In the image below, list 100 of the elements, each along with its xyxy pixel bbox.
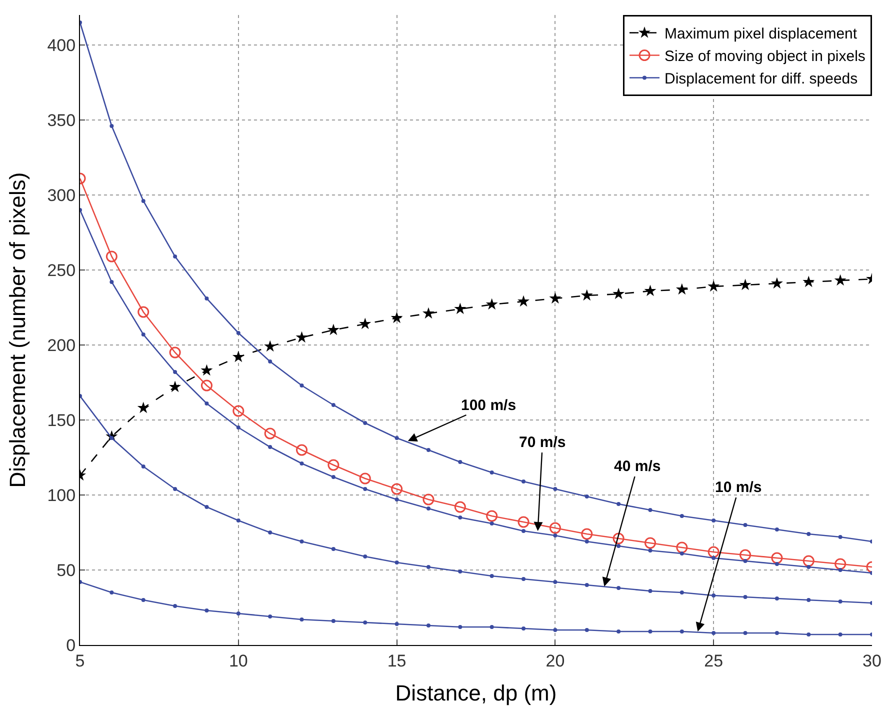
point: [838, 632, 842, 636]
point: [743, 595, 748, 599]
point: [110, 124, 114, 128]
point: [173, 604, 178, 608]
point: [490, 625, 494, 629]
y-tick-label: 100: [47, 486, 76, 505]
point: [743, 559, 748, 563]
point: [331, 403, 336, 407]
x-tick-label: 30: [862, 651, 882, 670]
point: [834, 274, 846, 286]
point: [204, 402, 209, 406]
point: [612, 532, 624, 544]
point: [580, 289, 593, 301]
point: [426, 448, 430, 452]
point: [359, 472, 371, 484]
point: [300, 384, 304, 388]
point: [834, 558, 846, 570]
point: [268, 360, 272, 364]
point: [774, 562, 779, 566]
point: [394, 622, 399, 626]
point: [806, 632, 811, 636]
point: [549, 522, 561, 534]
point: [200, 364, 213, 376]
point: [644, 537, 656, 549]
point: [806, 532, 811, 536]
point: [300, 618, 304, 622]
point: [774, 631, 779, 635]
point: [584, 628, 589, 632]
point: [390, 312, 403, 324]
point: [422, 494, 434, 506]
point: [268, 530, 272, 534]
point: [676, 283, 688, 295]
point: [454, 302, 466, 314]
point: [232, 350, 244, 362]
point: [553, 580, 558, 584]
point: [173, 370, 178, 374]
point: [584, 583, 589, 587]
point: [426, 506, 430, 510]
point: [138, 306, 150, 318]
point: [268, 445, 272, 449]
annotation: 100 m/s: [461, 397, 516, 414]
line-series: [80, 394, 872, 605]
point: [616, 544, 621, 548]
point: [296, 331, 308, 343]
point: [204, 505, 209, 509]
point: [363, 554, 368, 558]
point: [708, 546, 720, 558]
point: [616, 502, 621, 506]
point: [486, 510, 498, 522]
point: [458, 625, 462, 629]
point: [236, 612, 240, 616]
point: [680, 514, 684, 518]
point: [553, 534, 558, 538]
point: [363, 421, 368, 425]
y-tick-label: 400: [47, 36, 76, 55]
point: [680, 630, 684, 634]
point: [394, 436, 399, 440]
point: [802, 276, 815, 288]
point: [648, 589, 652, 593]
point: [458, 516, 462, 520]
point: [141, 199, 146, 203]
point: [363, 620, 368, 624]
point: [236, 518, 240, 522]
point: [774, 596, 779, 600]
x-tick-label: 10: [228, 651, 248, 670]
point: [806, 565, 811, 569]
point: [612, 288, 625, 300]
point: [394, 498, 399, 502]
point: [553, 487, 558, 491]
point: [838, 600, 842, 604]
point: [331, 547, 336, 551]
point: [712, 594, 716, 598]
point: [173, 487, 178, 491]
point: [391, 483, 403, 495]
point: [616, 586, 621, 590]
point: [712, 631, 716, 635]
point: [458, 570, 462, 574]
point: [712, 518, 716, 522]
point: [200, 380, 212, 392]
point: [838, 535, 842, 539]
point: [648, 630, 652, 634]
point: [264, 340, 276, 352]
y-tick-label: 150: [47, 410, 76, 430]
point: [169, 346, 181, 358]
point: [106, 250, 118, 262]
point: [522, 577, 526, 581]
point: [490, 522, 494, 526]
point: [363, 487, 368, 491]
point: [458, 460, 462, 464]
point: [236, 426, 240, 430]
y-tick-label: 0: [66, 636, 76, 655]
point: [743, 631, 748, 635]
y-axis-title: Displacement (number of pixels): [5, 172, 30, 488]
point: [743, 523, 748, 527]
point: [331, 475, 336, 479]
point: [581, 528, 593, 540]
point: [486, 298, 498, 310]
y-tick-label: 250: [47, 260, 76, 280]
x-axis-title: Distance, dp (m): [395, 680, 557, 706]
point: [204, 296, 209, 300]
